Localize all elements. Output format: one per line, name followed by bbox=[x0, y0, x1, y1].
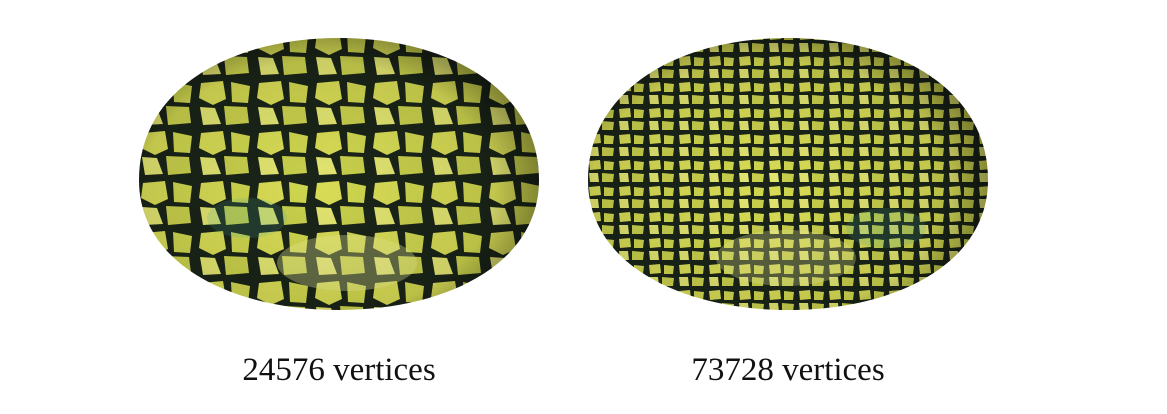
torus-figure-fine: 73728 vertices bbox=[586, 0, 1006, 414]
torus-figure-coarse: 24576 vertices bbox=[137, 0, 557, 414]
textured-torus-image-coarse bbox=[139, 38, 539, 310]
textured-torus-image-fine bbox=[588, 38, 988, 310]
vertex-count-caption: 24576 vertices bbox=[242, 352, 436, 388]
vertex-count-caption: 73728 vertices bbox=[691, 352, 885, 388]
